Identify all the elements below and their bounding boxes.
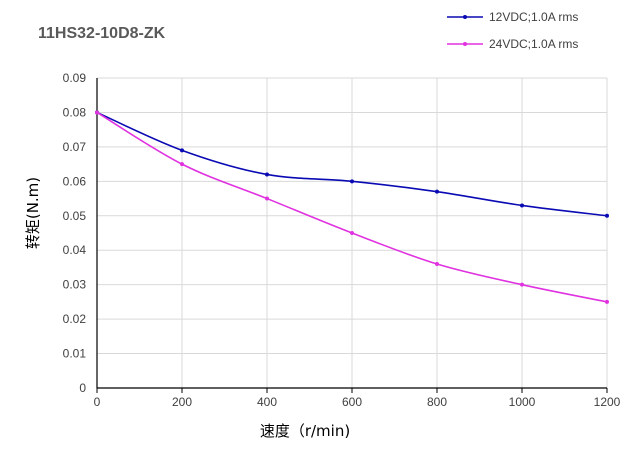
data-point	[605, 299, 609, 304]
x-tick-label: 1000	[509, 395, 536, 409]
x-tick-label: 600	[342, 395, 362, 409]
y-tick-label: 0.09	[63, 71, 87, 85]
chart-title: 11HS32-10D8-ZK	[38, 25, 166, 42]
legend-label: 24VDC;1.0A rms	[489, 37, 578, 51]
y-tick-label: 0.03	[63, 278, 87, 292]
x-axis-label: 速度（r/min)	[260, 422, 350, 440]
x-tick-labels: 0 200 400 600 800 1000 1200	[94, 395, 621, 409]
x-tick-label: 0	[94, 395, 101, 409]
legend-marker	[463, 42, 467, 46]
data-point	[95, 110, 99, 115]
y-tick-label: 0.04	[63, 243, 87, 257]
legend: 12VDC;1.0A rms 24VDC;1.0A rms	[447, 10, 578, 51]
series-lines	[95, 110, 609, 304]
data-point	[350, 179, 354, 184]
data-point	[265, 196, 269, 201]
x-tick-label: 400	[257, 395, 277, 409]
axes	[96, 78, 608, 393]
data-point	[180, 162, 184, 167]
y-tick-label: 0.06	[63, 174, 87, 188]
data-point	[180, 148, 184, 153]
y-tick-label: 0.02	[63, 312, 87, 326]
x-tick-label: 800	[427, 395, 447, 409]
y-tick-label: 0.07	[63, 140, 87, 154]
y-tick-labels: 0 0.01 0.02 0.03 0.04 0.05 0.06 0.07 0.08 0.09	[63, 71, 87, 395]
data-point	[520, 282, 524, 287]
data-point	[520, 203, 524, 208]
y-tick-label: 0.08	[63, 105, 87, 119]
x-tick-label: 200	[172, 395, 192, 409]
x-tick-label: 1200	[594, 395, 621, 409]
legend-label: 12VDC;1.0A rms	[489, 10, 578, 24]
data-point	[435, 189, 439, 194]
data-point	[350, 231, 354, 235]
y-tick-label: 0.01	[63, 347, 87, 361]
legend-marker	[463, 15, 467, 19]
data-point	[265, 172, 269, 177]
data-point	[435, 262, 439, 266]
y-tick-label: 0	[79, 381, 86, 395]
y-axis-label: 转矩(N.m)	[24, 177, 42, 249]
y-tick-label: 0.05	[63, 209, 87, 223]
data-point	[605, 213, 609, 218]
